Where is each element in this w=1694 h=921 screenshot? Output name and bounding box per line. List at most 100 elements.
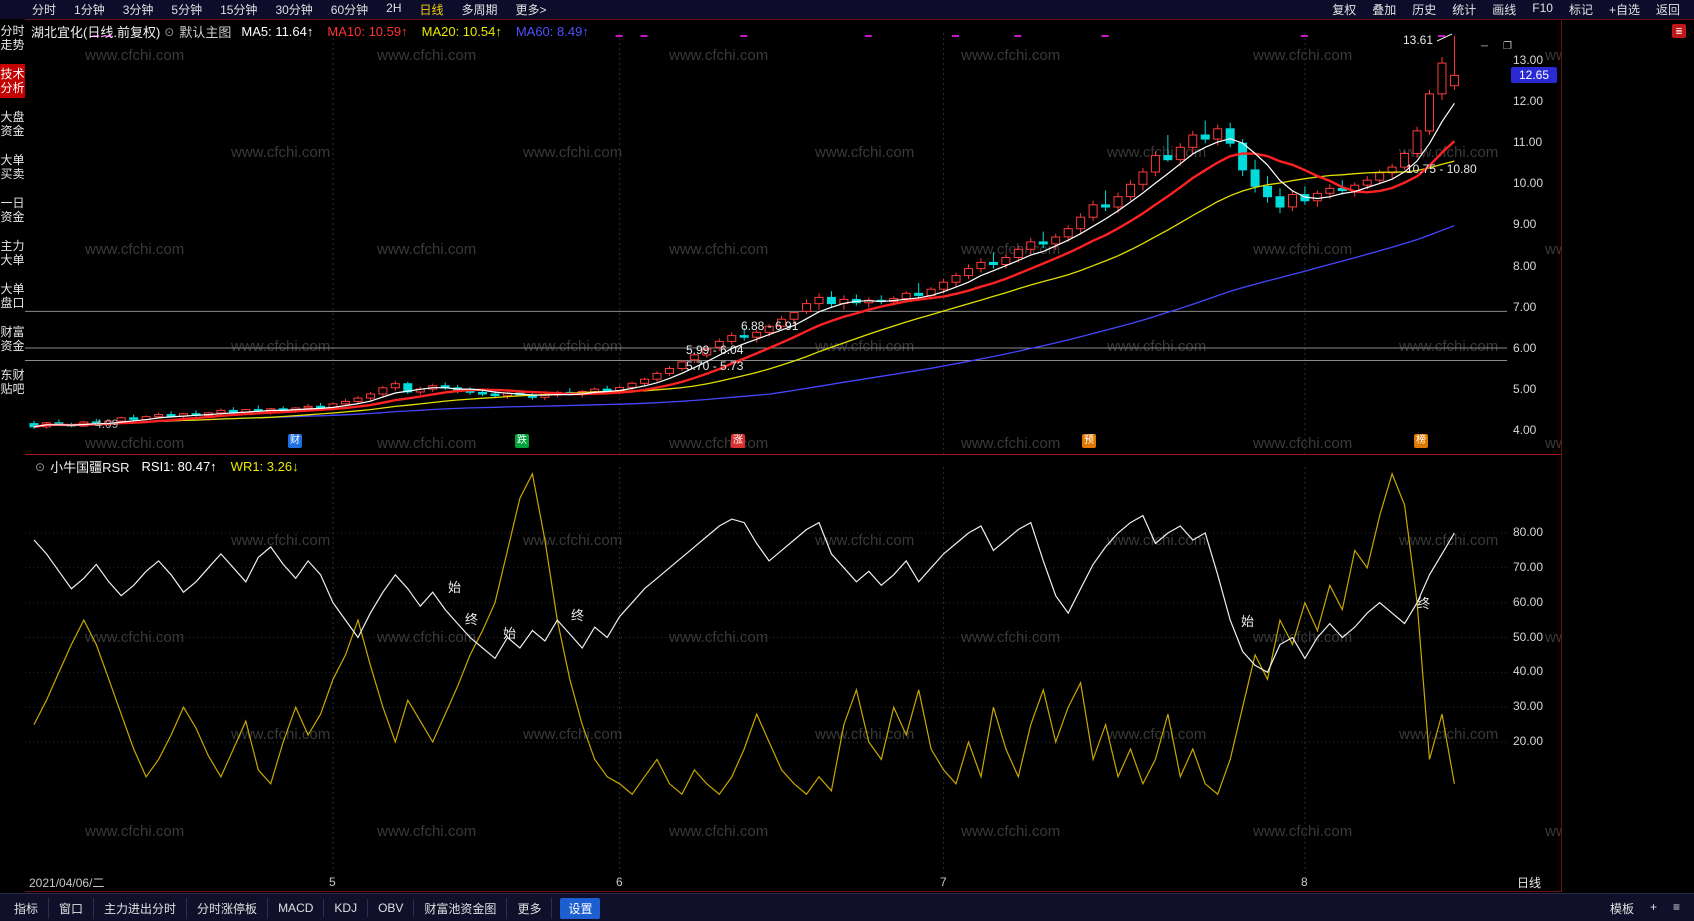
event-tag-财[interactable]: 财 xyxy=(288,434,302,448)
topbar-button-标记[interactable]: 标记 xyxy=(1568,3,1593,17)
indicator-overlay: ⊙ 小牛国疆RSR RSI1: 80.47↑ WR1: 3.26↓ 80.00 70… xyxy=(25,455,1562,891)
watermark-text: www.cfchi.com xyxy=(669,629,769,646)
overlay-label[interactable]: 默认主图 xyxy=(179,25,232,40)
indicator-chart[interactable] xyxy=(25,455,1562,891)
watermark-text: www.cfchi.com xyxy=(815,726,915,743)
sidebar-item-大盘资金[interactable]: 大盘资金 xyxy=(0,110,25,138)
panel-right-border xyxy=(1561,19,1562,892)
indicator-name[interactable]: 小牛国疆RSR xyxy=(50,460,130,475)
sidebar-item-一日资金[interactable]: 一日资金 xyxy=(0,196,25,224)
candlestick-chart[interactable] xyxy=(25,19,1562,454)
period-tab-1分钟[interactable]: 1分钟 xyxy=(74,3,105,17)
watermark-text: www.cfchi.com xyxy=(1399,726,1499,743)
watermark-text: www.cfchi.com xyxy=(523,338,623,355)
indicator-selector-icon[interactable]: ⊙ xyxy=(35,459,46,474)
topbar-button-历史[interactable]: 历史 xyxy=(1412,3,1437,17)
event-tag-预[interactable]: 预 xyxy=(1082,434,1096,448)
sidebar-item-东财贴吧[interactable]: 东财贴吧 xyxy=(0,368,25,396)
price-axis-label: 11.00 xyxy=(1513,135,1543,150)
footer-item-窗口[interactable]: 窗口 xyxy=(49,897,95,919)
xaxis-month-label: 5 xyxy=(329,875,336,889)
period-tab-5分钟[interactable]: 5分钟 xyxy=(171,3,203,17)
pane-restore-icon[interactable]: ❐ xyxy=(1503,41,1512,52)
side-panel-toggle-icon[interactable]: ≣ xyxy=(1672,24,1686,38)
xaxis-period-label: 日线 xyxy=(1517,876,1542,890)
sidebar-item-主力大单[interactable]: 主力大单 xyxy=(0,239,25,267)
left-sidebar: 分时走势技术分析大盘资金大单买卖一日资金主力大单大单盘口财富资金东财贴吧 xyxy=(0,19,25,895)
price-axis-label: 12.00 xyxy=(1513,94,1544,109)
footer-right-≡[interactable]: ≡ xyxy=(1672,899,1680,914)
template-menu: 模板 + ≡ xyxy=(1610,900,1694,917)
indicator-axis-label: 30.00 xyxy=(1513,699,1544,714)
watermark-text: www.cfchi.com xyxy=(1253,823,1353,840)
period-tab-30分钟[interactable]: 30分钟 xyxy=(275,3,313,17)
trend-marker-终: 终 xyxy=(465,612,479,627)
event-tag-跌[interactable]: 跌 xyxy=(515,434,529,448)
overlay-selector-icon[interactable]: ⊙ xyxy=(164,24,175,39)
sidebar-item-大单盘口[interactable]: 大单盘口 xyxy=(0,282,25,310)
footer-item-财富池资金图[interactable]: 财富池资金图 xyxy=(414,897,508,919)
period-tab-60分钟[interactable]: 60分钟 xyxy=(330,3,369,17)
period-tab-日线[interactable]: 日线 xyxy=(419,3,444,17)
indicator-axis-label: 40.00 xyxy=(1513,664,1544,679)
toolbar-actions: 复权 叠加 历史 统计 画线 F10 标记 +自选 返回 xyxy=(1332,1,1694,18)
pane-minimize-icon[interactable]: ─ xyxy=(1481,41,1489,52)
watermark-text: www.cfchi.com xyxy=(1253,435,1353,452)
watermark-text: www.cfchi.com xyxy=(1253,47,1353,64)
period-tab-15分钟[interactable]: 15分钟 xyxy=(220,3,258,17)
indicator-axis-label: 70.00 xyxy=(1513,559,1544,574)
xaxis-date: 2021/04/06/二 xyxy=(29,876,105,890)
footer-item-更多[interactable]: 更多 xyxy=(507,897,553,919)
sidebar-item-技术分析[interactable]: 技术分析 xyxy=(0,64,25,98)
period-toolbar: 分时 1分钟 3分钟 5分钟 15分钟 30分钟 60分钟 2H 日线 多周期 更多> 复权 叠加 历史… xyxy=(0,0,1694,20)
sidebar-item-分时走势[interactable]: 分时走势 xyxy=(0,24,25,52)
indicator-menu: 指标 窗口 主力进出分时 分时涨停板 MACD KDJ OBV 财富池资金图 更多 设置 xyxy=(0,897,601,919)
footer-item-分时涨停板[interactable]: 分时涨停板 xyxy=(187,897,269,919)
trend-marker-始: 始 xyxy=(1241,614,1255,629)
footer-item-设置[interactable]: 设置 xyxy=(560,897,601,919)
footer-item-MACD[interactable]: MACD xyxy=(268,899,325,917)
watermark-text: www.cfchi.com xyxy=(85,435,185,452)
ma-value-labels: MA5: 11.64↑ MA10: 10.59↑ MA20: 10.54↑ MA60:… xyxy=(241,24,602,39)
footer-item-KDJ[interactable]: KDJ xyxy=(324,899,369,917)
watermark-text: www.cfchi.com xyxy=(85,629,185,646)
period-tab-3分钟[interactable]: 3分钟 xyxy=(122,3,154,17)
topbar-button-复权[interactable]: 复权 xyxy=(1332,3,1357,17)
main-chart-title-row: 湖北宜化(日线.前复权) ⊙ 默认主图 MA5: 11.64↑ MA10: 10.… xyxy=(31,22,603,41)
watermark-text: www.cfchi.com xyxy=(231,532,331,549)
last-price-badge: 12.65 xyxy=(1511,67,1557,84)
topbar-button-画线[interactable]: 画线 xyxy=(1492,3,1517,17)
period-tab-分时[interactable]: 分时 xyxy=(32,3,57,17)
price-axis-label: 6.00 xyxy=(1513,340,1537,355)
footer-right-+[interactable]: + xyxy=(1649,899,1657,914)
footer-item-主力进出分时[interactable]: 主力进出分时 xyxy=(94,897,188,919)
sidebar-item-大单买卖[interactable]: 大单买卖 xyxy=(0,153,25,181)
ma-label: MA5: 11.64↑ xyxy=(241,24,314,39)
period-tab-2H[interactable]: 2H xyxy=(386,1,402,15)
topbar-button-统计[interactable]: 统计 xyxy=(1452,3,1477,17)
watermark-text: www.cfchi.com xyxy=(377,241,477,258)
watermark-text: www.cfchi.com xyxy=(669,47,769,64)
indicator-panel[interactable]: ⊙ 小牛国疆RSR RSI1: 80.47↑ WR1: 3.26↓ 80.00 70… xyxy=(25,455,1562,891)
footer-right-模板[interactable]: 模板 xyxy=(1609,901,1634,916)
trend-marker-终: 终 xyxy=(1417,596,1431,611)
topbar-button-F10[interactable]: F10 xyxy=(1532,1,1553,15)
trend-marker-始: 始 xyxy=(448,580,462,595)
period-tab-更多>[interactable]: 更多> xyxy=(515,3,547,17)
main-candlestick-panel[interactable]: 湖北宜化(日线.前复权) ⊙ 默认主图 MA5: 11.64↑ MA10: 10.… xyxy=(25,19,1562,454)
watermark-text: www.cfchi.com xyxy=(1545,435,1562,452)
footer-item-OBV[interactable]: OBV xyxy=(368,899,415,917)
topbar-button-叠加[interactable]: 叠加 xyxy=(1372,3,1397,17)
footer-item-指标[interactable]: 指标 xyxy=(4,897,50,919)
event-tag-榜[interactable]: 榜 xyxy=(1414,434,1428,448)
topbar-button-+自选[interactable]: +自选 xyxy=(1608,3,1640,17)
sidebar-item-财富资金[interactable]: 财富资金 xyxy=(0,325,25,353)
price-axis-label: 9.00 xyxy=(1513,217,1537,232)
period-tab-多周期[interactable]: 多周期 xyxy=(461,3,498,17)
price-annotation: 4.09 xyxy=(95,417,119,431)
event-tag-涨[interactable]: 涨 xyxy=(731,434,745,448)
topbar-button-返回[interactable]: 返回 xyxy=(1655,3,1680,17)
watermark-text: www.cfchi.com xyxy=(961,823,1061,840)
watermark-text: www.cfchi.com xyxy=(1253,241,1353,258)
watermark-text: www.cfchi.com xyxy=(1399,338,1499,355)
